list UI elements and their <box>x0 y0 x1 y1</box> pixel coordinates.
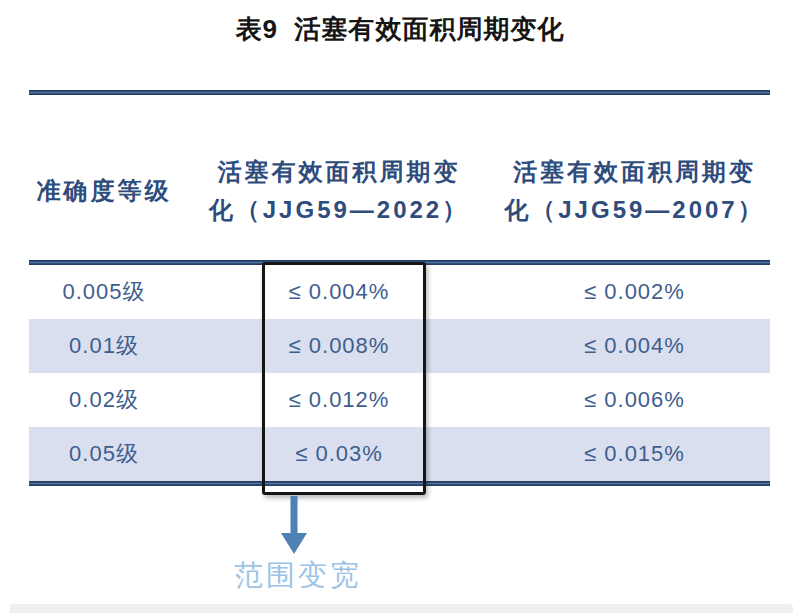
table-row: 0.05级 ≤ 0.03% ≤ 0.015% <box>29 427 770 481</box>
header-line: 化（JJG59—2007） <box>499 191 770 229</box>
cell-grade: 0.02级 <box>29 385 179 415</box>
table-row: 0.005级 ≤ 0.004% ≤ 0.002% <box>29 265 770 319</box>
cell-value-2022: ≤ 0.008% <box>179 333 499 359</box>
table-header-row: 准确度等级 活塞有效面积周期变 化（JJG59—2022） 活塞有效面积周期变 … <box>29 138 770 243</box>
cell-value-2007: ≤ 0.006% <box>499 387 770 413</box>
column-header-jjg59-2007: 活塞有效面积周期变 化（JJG59—2007） <box>499 153 770 229</box>
down-arrow-icon <box>279 496 309 556</box>
bottom-rule <box>29 481 770 486</box>
cell-grade: 0.005级 <box>29 277 179 307</box>
cell-value-2007: ≤ 0.015% <box>499 441 770 467</box>
table-row: 0.02级 ≤ 0.012% ≤ 0.006% <box>29 373 770 427</box>
cell-value-2022: ≤ 0.012% <box>179 387 499 413</box>
header-line: 活塞有效面积周期变 <box>179 153 499 191</box>
cell-value-2022: ≤ 0.03% <box>179 441 499 467</box>
header-line: 准确度等级 <box>29 172 179 210</box>
header-line: 活塞有效面积周期变 <box>499 153 770 191</box>
cell-value-2022: ≤ 0.004% <box>179 279 499 305</box>
table-body: 0.005级 ≤ 0.004% ≤ 0.002% 0.01级 ≤ 0.008% … <box>29 265 770 481</box>
cell-grade: 0.01级 <box>29 331 179 361</box>
cell-value-2007: ≤ 0.004% <box>499 333 770 359</box>
cell-value-2007: ≤ 0.002% <box>499 279 770 305</box>
column-header-accuracy-grade: 准确度等级 <box>29 172 179 210</box>
document-page: 表9 活塞有效面积周期变化 准确度等级 活塞有效面积周期变 化（JJG59—20… <box>0 0 800 613</box>
cell-grade: 0.05级 <box>29 439 179 469</box>
table-row: 0.01级 ≤ 0.008% ≤ 0.004% <box>29 319 770 373</box>
table-caption: 表9 活塞有效面积周期变化 <box>0 12 800 47</box>
column-header-jjg59-2022: 活塞有效面积周期变 化（JJG59—2022） <box>179 153 499 229</box>
annotation-range-widened: 范围变宽 <box>234 556 362 596</box>
page-bottom-strip <box>10 604 793 613</box>
header-line: 化（JJG59—2022） <box>179 191 499 229</box>
top-rule <box>29 90 770 95</box>
